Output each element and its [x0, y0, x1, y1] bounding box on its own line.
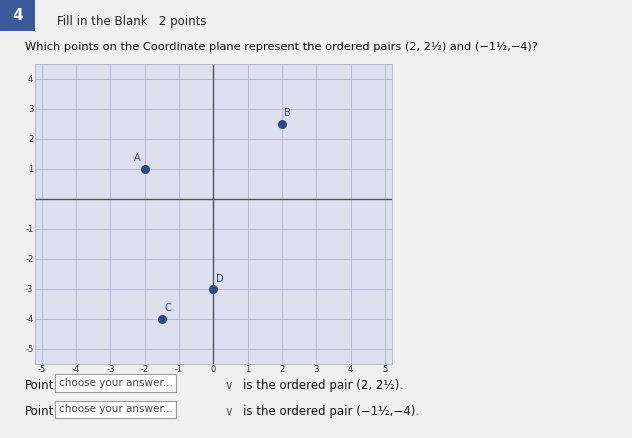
Text: is the ordered pair (−1½,−4).: is the ordered pair (−1½,−4).	[243, 405, 420, 418]
Text: A: A	[135, 153, 141, 163]
Text: choose your answer...: choose your answer...	[59, 404, 173, 414]
Text: Fill in the Blank   2 points: Fill in the Blank 2 points	[57, 15, 207, 28]
Text: choose your answer...: choose your answer...	[59, 378, 173, 388]
Text: Point: Point	[25, 405, 54, 418]
Text: D: D	[216, 274, 223, 284]
Text: Which points on the Coordinate plane represent the ordered pairs (2, 2½) and (−1: Which points on the Coordinate plane rep…	[25, 42, 538, 52]
Text: B: B	[284, 108, 291, 118]
Text: ∨: ∨	[224, 405, 233, 418]
Text: ∨: ∨	[224, 379, 233, 392]
Text: Point: Point	[25, 379, 54, 392]
Text: C: C	[164, 303, 171, 313]
Text: is the ordered pair (2, 2½).: is the ordered pair (2, 2½).	[243, 379, 403, 392]
Text: 4: 4	[12, 8, 23, 23]
